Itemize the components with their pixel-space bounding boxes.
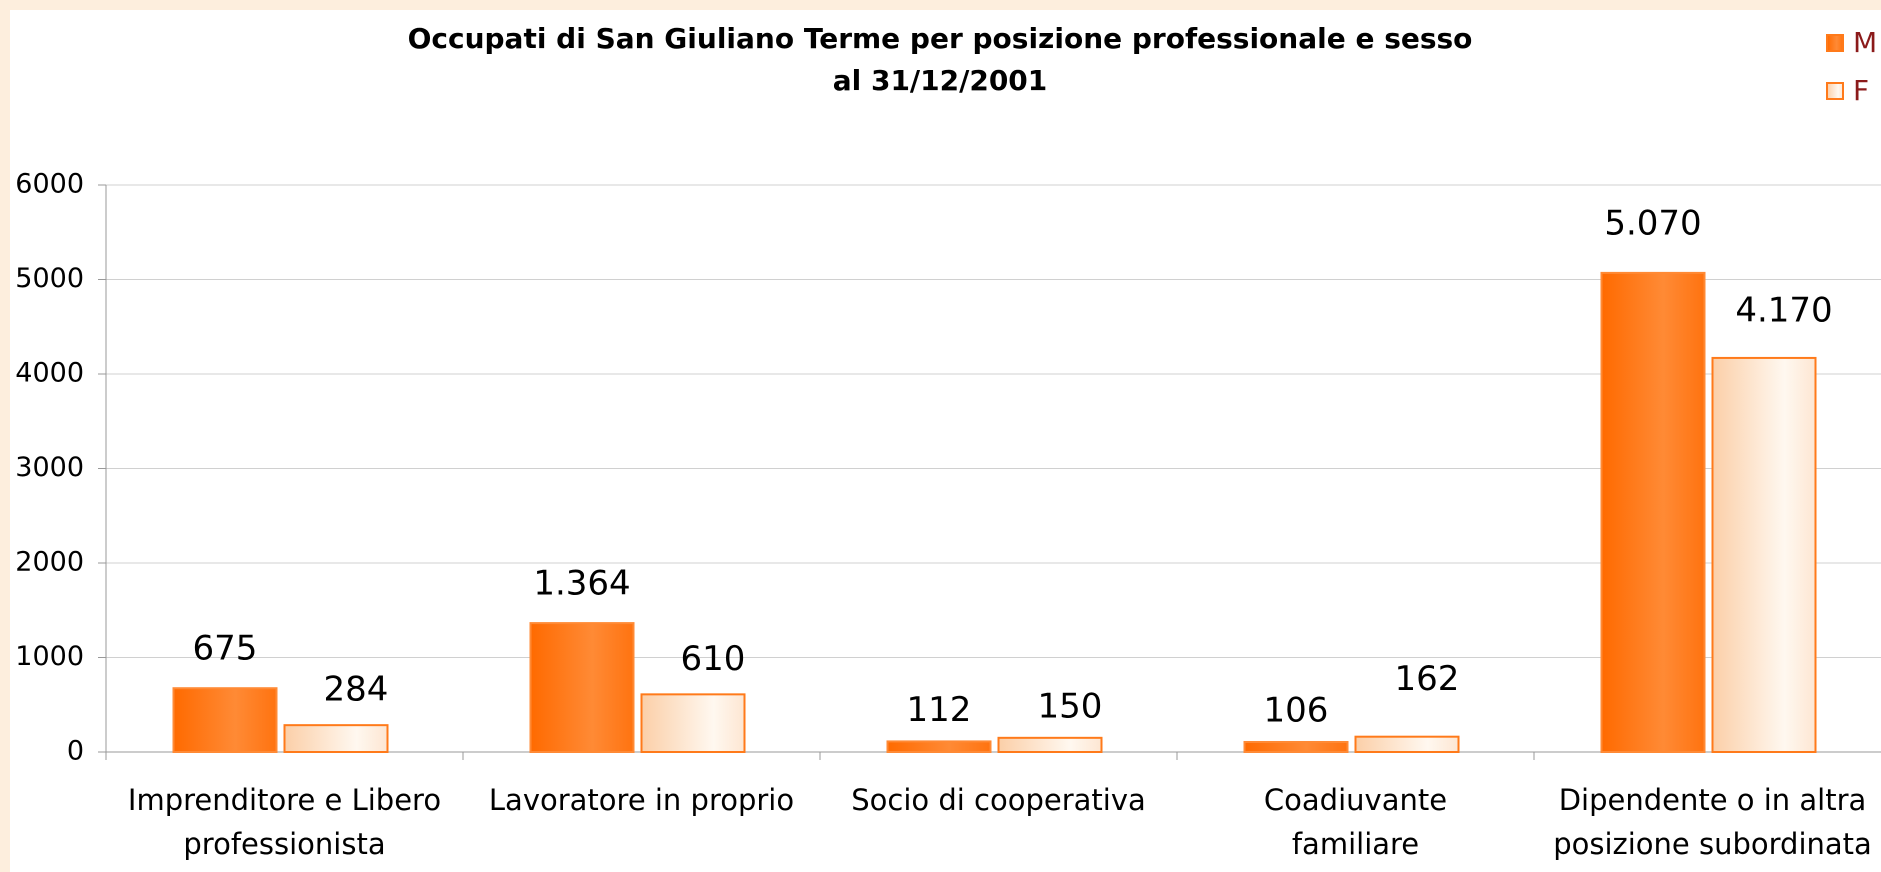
x-tick-label: Lavoratore in proprio bbox=[489, 783, 794, 817]
value-label: 284 bbox=[324, 670, 389, 710]
bar bbox=[172, 687, 278, 754]
x-tick-label: familiare bbox=[1292, 827, 1419, 861]
x-tick-label: professionista bbox=[183, 827, 385, 861]
bar bbox=[1243, 740, 1349, 753]
value-label: 4.170 bbox=[1735, 290, 1832, 330]
bar bbox=[997, 736, 1103, 754]
x-tick-label: Coadiuvante bbox=[1264, 783, 1447, 817]
value-label: 5.070 bbox=[1604, 203, 1701, 243]
value-label: 610 bbox=[681, 639, 746, 679]
legend-swatch bbox=[1826, 34, 1844, 52]
y-tick-label: 5000 bbox=[15, 263, 84, 294]
value-label: 112 bbox=[907, 690, 972, 730]
x-tick-label: Dipendente o in altra bbox=[1559, 783, 1867, 817]
x-tick-label: Socio di cooperativa bbox=[851, 783, 1146, 817]
value-label: 162 bbox=[1395, 659, 1460, 699]
bar bbox=[283, 724, 389, 753]
bar bbox=[1354, 735, 1460, 753]
legend-label: M bbox=[1853, 26, 1877, 59]
value-label: 106 bbox=[1264, 690, 1329, 730]
value-label: 1.364 bbox=[533, 564, 630, 604]
y-tick-label: 1000 bbox=[15, 641, 84, 672]
bar bbox=[886, 740, 992, 754]
legend-swatch bbox=[1826, 82, 1844, 100]
bar bbox=[1711, 356, 1817, 753]
chart-title: Occupati di San Giuliano Terme per posiz… bbox=[408, 22, 1473, 55]
legend-label: F bbox=[1853, 74, 1869, 107]
bar bbox=[640, 693, 746, 753]
bar bbox=[1600, 271, 1706, 753]
value-label: 675 bbox=[193, 629, 258, 669]
bar bbox=[529, 622, 635, 753]
x-tick-label: posizione subordinata bbox=[1553, 827, 1872, 861]
x-tick-label: Imprenditore e Libero bbox=[128, 783, 441, 817]
y-tick-label: 3000 bbox=[15, 452, 84, 483]
y-tick-label: 6000 bbox=[15, 169, 84, 200]
value-label: 150 bbox=[1038, 686, 1103, 726]
chart-subtitle: al 31/12/2001 bbox=[833, 64, 1048, 97]
y-tick-label: 2000 bbox=[15, 547, 84, 578]
y-tick-label: 4000 bbox=[15, 358, 84, 389]
y-tick-label: 0 bbox=[67, 736, 84, 767]
